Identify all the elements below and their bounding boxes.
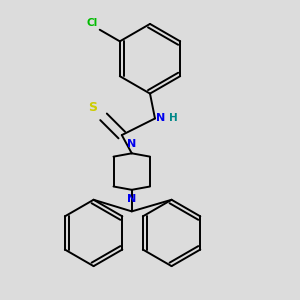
Text: N: N — [127, 139, 136, 149]
Text: Cl: Cl — [87, 18, 98, 28]
Text: N: N — [156, 113, 165, 124]
Text: H: H — [169, 113, 178, 124]
Text: S: S — [88, 101, 97, 114]
Text: N: N — [127, 194, 136, 204]
